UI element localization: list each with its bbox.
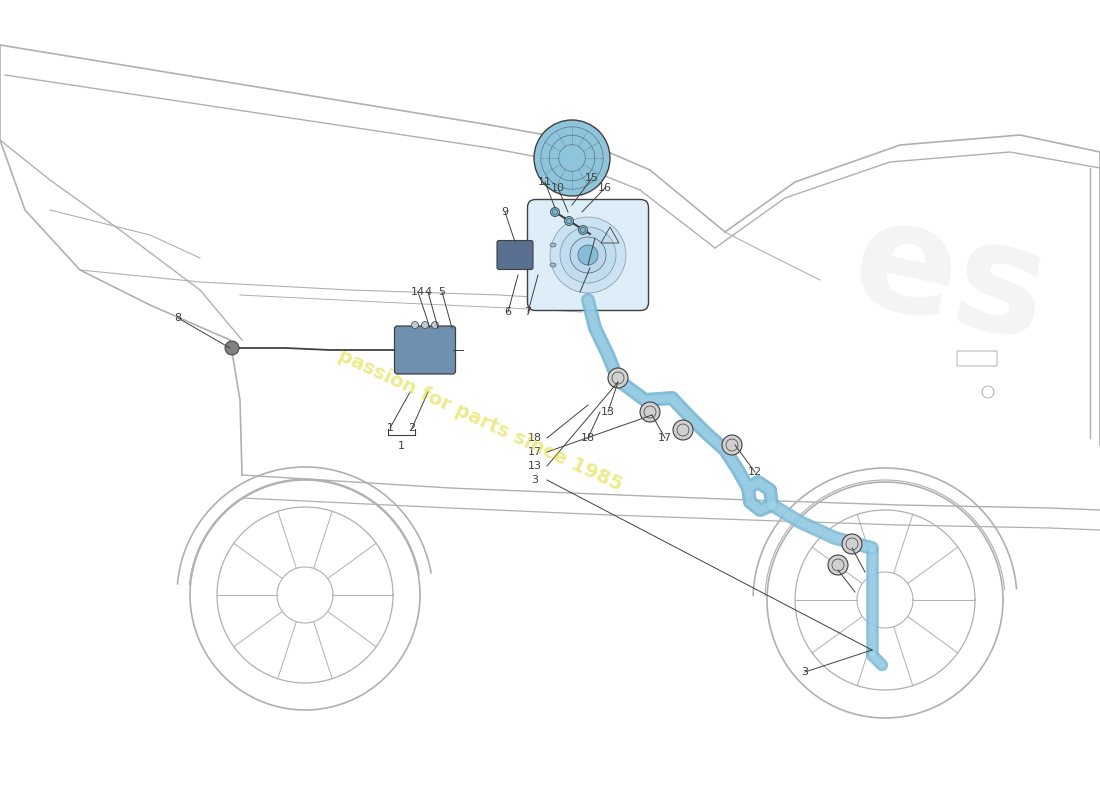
FancyBboxPatch shape — [528, 199, 649, 310]
Circle shape — [828, 555, 848, 575]
Circle shape — [673, 420, 693, 440]
Circle shape — [564, 217, 573, 226]
Circle shape — [579, 226, 587, 234]
Text: 11: 11 — [538, 177, 552, 187]
Circle shape — [560, 227, 616, 283]
Text: es: es — [839, 187, 1060, 373]
Text: 3: 3 — [531, 475, 539, 485]
Text: 1: 1 — [386, 423, 394, 433]
Text: 4: 4 — [425, 287, 431, 297]
FancyBboxPatch shape — [395, 326, 455, 374]
Circle shape — [550, 217, 626, 293]
Text: 3: 3 — [802, 667, 808, 677]
Circle shape — [421, 322, 429, 329]
Text: 18: 18 — [581, 433, 595, 443]
Text: 7: 7 — [525, 307, 531, 317]
Circle shape — [411, 322, 418, 329]
Circle shape — [608, 368, 628, 388]
Circle shape — [842, 534, 862, 554]
Text: 17: 17 — [658, 433, 672, 443]
Text: 2: 2 — [408, 423, 416, 433]
Ellipse shape — [550, 263, 556, 267]
Text: 6: 6 — [505, 307, 512, 317]
Text: 17: 17 — [528, 447, 542, 457]
FancyBboxPatch shape — [497, 241, 534, 270]
Text: 13: 13 — [528, 461, 542, 471]
Text: 18: 18 — [528, 433, 542, 443]
Text: 15: 15 — [585, 173, 600, 183]
Text: 16: 16 — [598, 183, 612, 193]
Circle shape — [431, 322, 439, 329]
Circle shape — [226, 341, 239, 355]
Circle shape — [550, 207, 560, 217]
Circle shape — [640, 402, 660, 422]
Circle shape — [722, 435, 742, 455]
Text: 13: 13 — [601, 407, 615, 417]
Text: 12: 12 — [748, 467, 762, 477]
Text: 14: 14 — [411, 287, 425, 297]
Text: 9: 9 — [502, 207, 508, 217]
Text: 5: 5 — [439, 287, 446, 297]
Circle shape — [578, 245, 598, 265]
Text: 10: 10 — [551, 183, 565, 193]
Text: 1: 1 — [398, 441, 405, 451]
Circle shape — [534, 120, 611, 196]
Text: passion for parts since 1985: passion for parts since 1985 — [334, 346, 625, 494]
Ellipse shape — [550, 243, 556, 247]
Text: 8: 8 — [175, 313, 182, 323]
Circle shape — [570, 237, 606, 273]
